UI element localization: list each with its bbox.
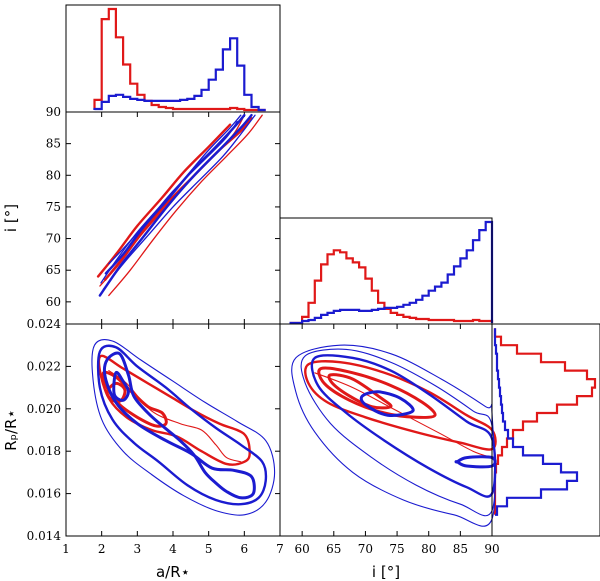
hist-top-left-red [93, 7, 266, 112]
xtick-label: 70 [358, 542, 373, 556]
xtick-label: 60 [295, 542, 310, 556]
xtick-label: 85 [453, 542, 468, 556]
ytick-label: 70 [46, 232, 61, 246]
ytick-label: 60 [46, 295, 61, 309]
contour-bottom-center-blue-0 [359, 390, 415, 417]
contour-bottom-center-blue-4 [291, 344, 496, 527]
panel-frame-bottom-right [491, 323, 600, 537]
contour-bottom-center-red-0 [327, 373, 393, 410]
xtick-label: 90 [484, 542, 499, 556]
hist-top-left-blue [93, 37, 266, 112]
ytick-label: 75 [46, 200, 61, 214]
contour-bottom-center-red-3 [314, 372, 493, 459]
ytick-label: 0.014 [27, 529, 62, 543]
frames-layer [65, 4, 600, 537]
ytick-label: 65 [46, 263, 61, 277]
hist-bottom-right-blue [493, 328, 579, 516]
contour-middle-left-blue-1 [102, 114, 256, 290]
y-axis-title-radius-ratio: Rₚ/R⋆ [2, 409, 20, 451]
ytick-label: 0.020 [27, 402, 61, 416]
contour-bottom-left-blue-1 [112, 370, 130, 402]
hist-middle-center-blue [289, 220, 494, 325]
hist-bottom-right-red [493, 328, 597, 515]
ytick-label: 0.016 [27, 487, 61, 501]
contour-middle-left-red-3 [96, 123, 232, 278]
contour-bottom-center-red-1 [317, 366, 437, 419]
ytick-label: 85 [46, 137, 61, 151]
contour-bottom-center-blue-1 [454, 455, 497, 469]
xtick-label: 3 [134, 542, 142, 556]
contour-bottom-left-blue-0 [102, 351, 256, 500]
xtick-label: 6 [241, 542, 249, 556]
ytick-label: 90 [46, 105, 61, 119]
ytick-label: 0.024 [27, 317, 62, 331]
contour-middle-left-blue-4 [108, 120, 238, 265]
panel-frame-top-left [65, 4, 281, 113]
contour-middle-left-red-2 [108, 114, 263, 297]
xtick-label: 5 [205, 542, 213, 556]
xtick-label: 2 [98, 542, 106, 556]
labels-layer: 606570758085900.0140.0160.0180.0200.0220… [2, 105, 500, 581]
xtick-label: 75 [389, 542, 404, 556]
xtick-label: 1 [62, 542, 70, 556]
xtick-label: 65 [326, 542, 341, 556]
contour-middle-left-blue-0 [98, 114, 253, 297]
y-axis-title-inclination: i [°] [2, 204, 20, 232]
x-axis-title-inclination: i [°] [372, 563, 400, 581]
contour-bottom-left-red-3 [108, 370, 242, 463]
ytick-label: 80 [46, 168, 61, 182]
ytick-label: 0.018 [27, 444, 61, 458]
contour-bottom-left-red-2 [97, 354, 251, 466]
data-layer [91, 7, 597, 527]
xtick-label: 7 [276, 542, 284, 556]
ytick-label: 0.022 [27, 359, 61, 373]
contour-bottom-left-blue-2 [96, 344, 268, 506]
xtick-label: 80 [421, 542, 436, 556]
contour-bottom-left-blue-3 [91, 339, 276, 516]
hist-middle-center-red [289, 249, 494, 325]
xtick-label: 4 [169, 542, 177, 556]
x-axis-title-a-over-r: a/R⋆ [156, 563, 190, 581]
panel-frame-middle-left [65, 111, 281, 325]
